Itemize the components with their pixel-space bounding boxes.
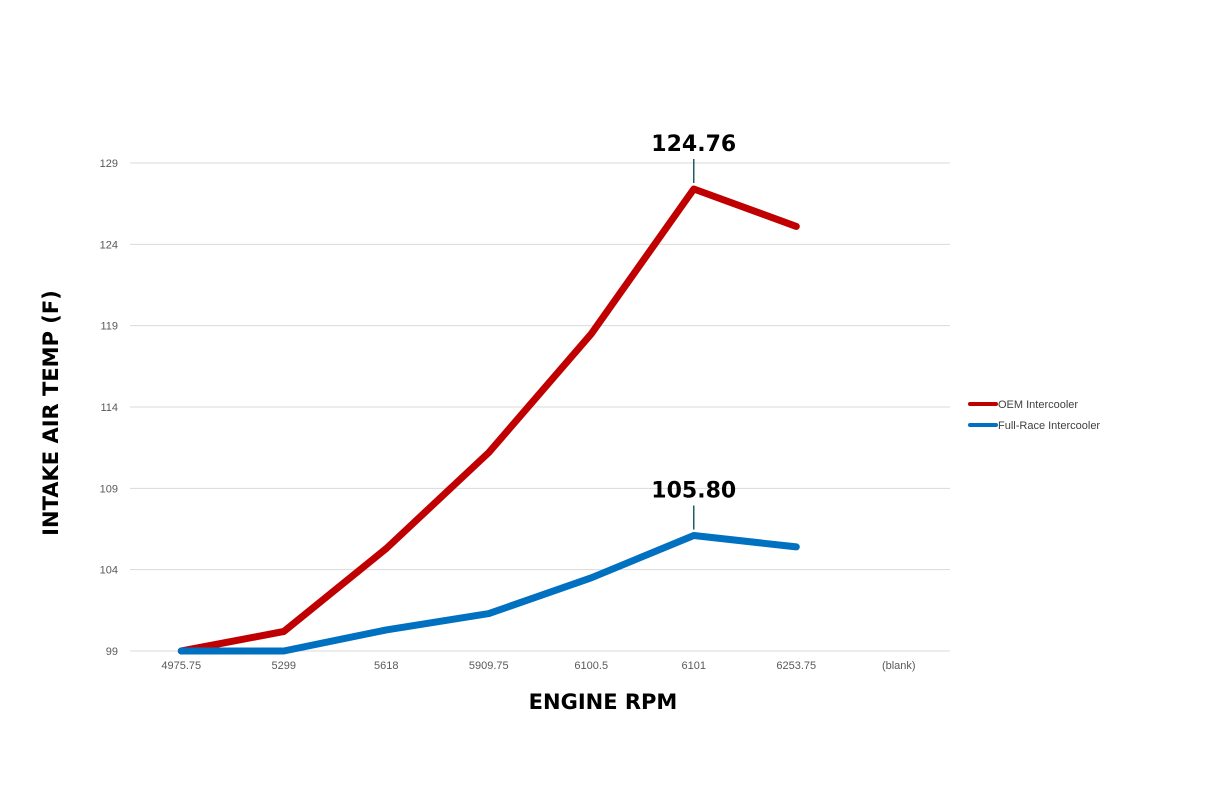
data-point — [488, 613, 490, 615]
x-tick-label: (blank) — [882, 660, 916, 672]
data-point — [795, 546, 797, 548]
series-lines — [177, 185, 800, 655]
data-point — [283, 650, 285, 652]
data-point — [385, 548, 387, 550]
x-tick-label: 6253.75 — [776, 660, 816, 672]
callout-label: 105.80 — [651, 479, 736, 504]
x-tick-label: 6101 — [682, 660, 706, 672]
x-axis-ticks: 4975.75 5299 5618 5909.75 6100.5 6101 6253.75 (… — [161, 660, 915, 672]
y-tick-label: 104 — [100, 565, 118, 577]
data-point — [590, 333, 592, 335]
y-tick-label: 119 — [100, 321, 118, 333]
x-axis-title: ENGINE RPM — [529, 690, 678, 714]
data-point — [488, 452, 490, 454]
data-point — [180, 650, 182, 652]
y-axis-ticks: 99 104 109 114 119 124 129 — [100, 158, 118, 658]
y-tick-label: 124 — [100, 239, 118, 251]
x-tick-label: 6100.5 — [574, 660, 608, 672]
x-tick-label: 5299 — [272, 660, 296, 672]
series-line-0 — [177, 185, 800, 655]
data-point — [590, 577, 592, 579]
data-point — [693, 188, 695, 190]
y-tick-label: 129 — [100, 158, 118, 170]
legend-label: OEM Intercooler — [998, 399, 1078, 411]
data-point — [693, 535, 695, 537]
y-tick-label: 99 — [106, 646, 118, 658]
x-tick-label: 5618 — [374, 660, 398, 672]
x-tick-label: 5909.75 — [469, 660, 509, 672]
y-axis-title: INTAKE AIR TEMP (F) — [39, 290, 63, 536]
gridlines — [130, 162, 950, 652]
legend-label: Full-Race Intercooler — [998, 420, 1100, 432]
annotations: 124.76 105.80 — [651, 132, 736, 530]
data-point — [283, 630, 285, 632]
data-point — [795, 225, 797, 227]
x-tick-label: 4975.75 — [161, 660, 201, 672]
y-tick-label: 114 — [100, 402, 118, 414]
data-point — [385, 629, 387, 631]
callout-label: 124.76 — [651, 132, 736, 157]
y-tick-label: 109 — [100, 483, 118, 495]
legend: OEM Intercooler Full-Race Intercooler — [968, 399, 1100, 432]
